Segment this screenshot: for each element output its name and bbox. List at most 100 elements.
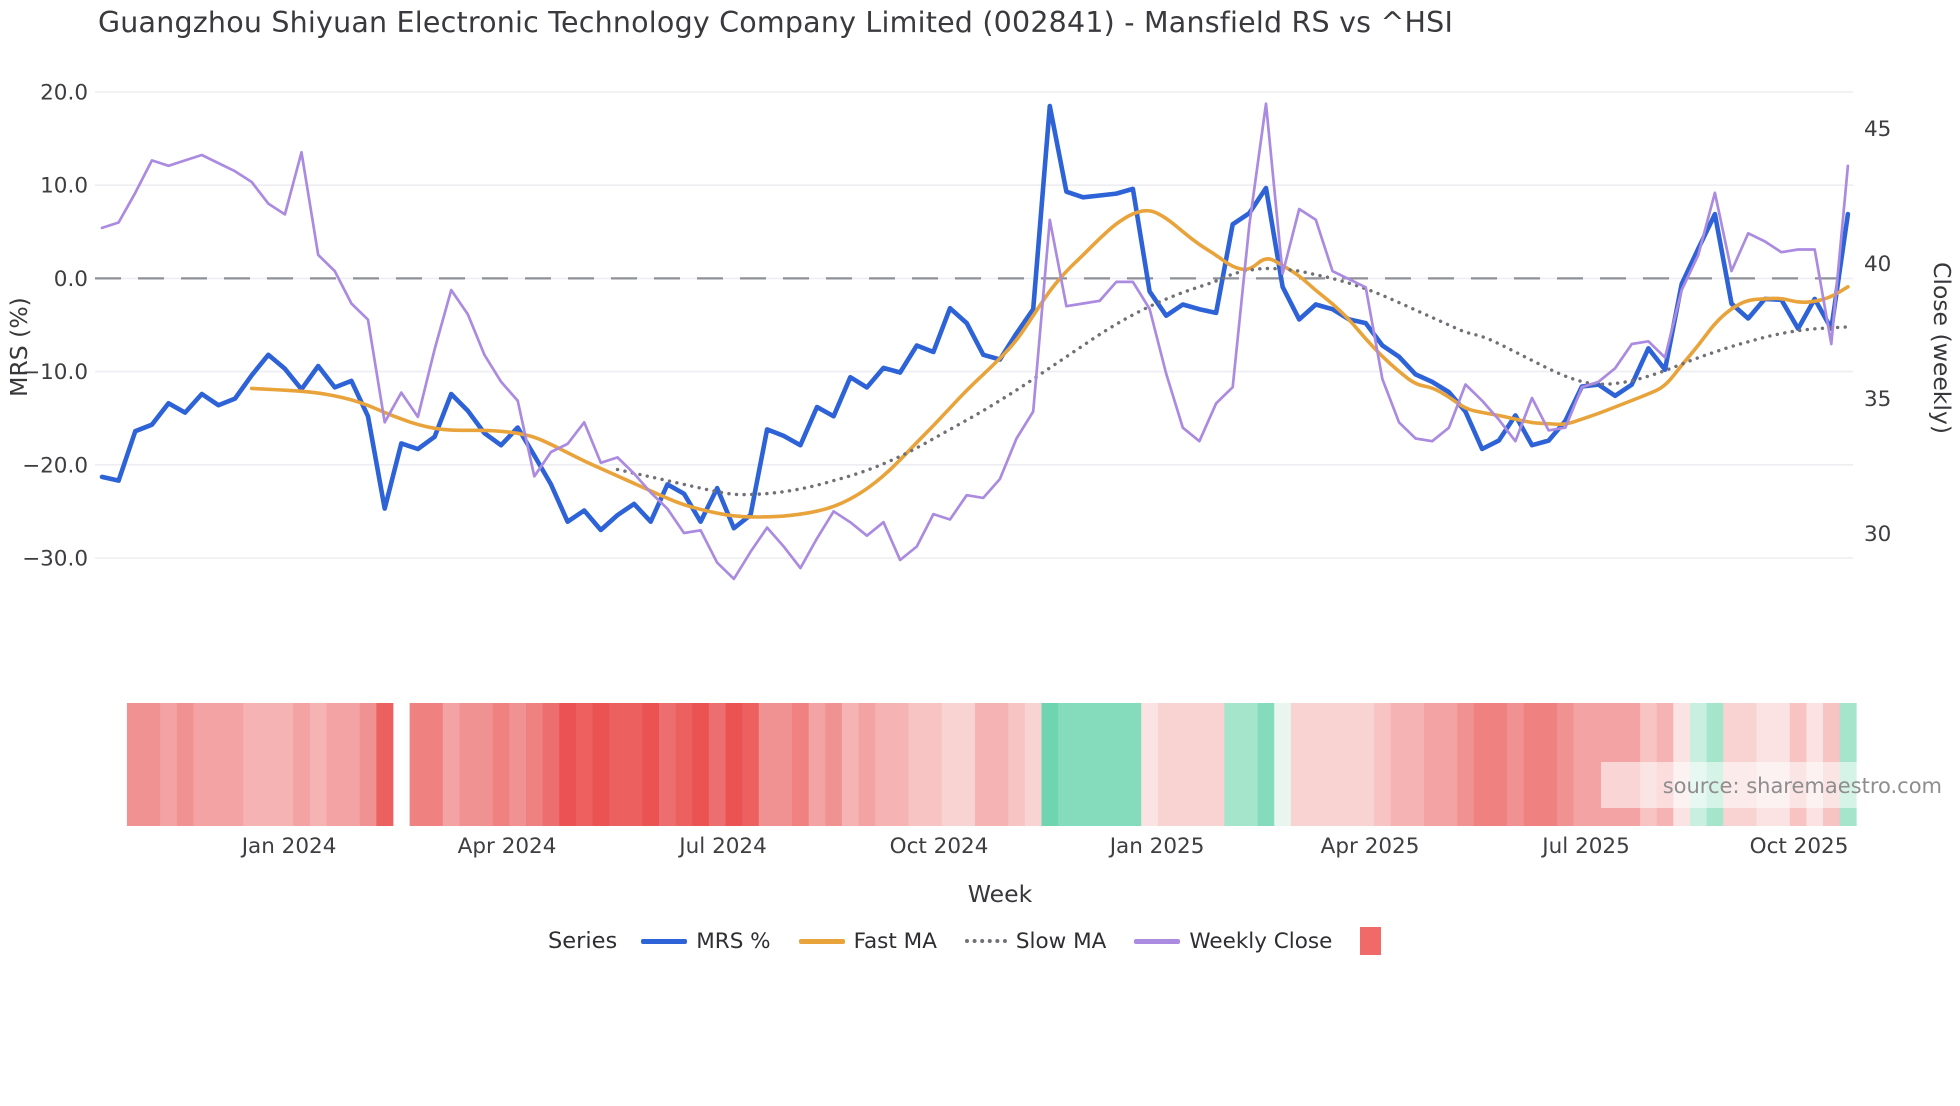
heatmap-bar — [160, 703, 178, 826]
heatmap-bar — [908, 703, 926, 826]
heatmap-bar — [376, 703, 394, 826]
legend-item-heat — [1360, 927, 1382, 955]
heatmap-bar — [459, 703, 477, 826]
heatmap-bar — [941, 703, 959, 826]
heatmap-bar — [775, 703, 793, 826]
heatmap-bar — [1457, 703, 1475, 826]
legend-swatch-heat-icon — [1360, 927, 1382, 955]
x-axis-tick: Jul 2024 — [677, 834, 767, 859]
legend-label-slow: Slow MA — [1015, 928, 1107, 954]
heatmap-bar — [1307, 703, 1325, 826]
right-axis-tick: 35 — [1864, 387, 1891, 412]
heatmap-bar — [426, 703, 444, 826]
heatmap-bar — [259, 703, 277, 826]
heatmap-bar — [1157, 703, 1175, 826]
legend-swatch-slow-icon — [964, 939, 1007, 943]
heatmap-bar — [1008, 703, 1026, 826]
legend-label-close: Weekly Close — [1189, 928, 1333, 954]
heatmap-bar — [1107, 703, 1126, 826]
legend-label-mrs: MRS % — [696, 928, 771, 954]
heatmap-bar — [625, 703, 643, 826]
legend-swatch-fast-icon — [798, 938, 845, 944]
series-line-weekly-close — [100, 102, 1850, 581]
heatmap-bar — [1324, 703, 1342, 826]
heatmap-bar — [1573, 703, 1591, 826]
left-axis-tick: −30.0 — [22, 547, 88, 572]
right-axis-tick: 30 — [1864, 522, 1891, 547]
heatmap-bar — [1141, 703, 1159, 826]
heatmap-bar — [1024, 703, 1042, 826]
heatmap-bar — [1274, 703, 1292, 826]
heatmap-bar — [1540, 703, 1558, 826]
heatmap-bar — [226, 703, 244, 826]
heatmap-bar — [176, 703, 194, 826]
heatmap-bar — [659, 703, 677, 826]
heatmap-bar — [509, 703, 527, 826]
heatmap-bar — [1207, 703, 1225, 826]
heatmap-bar — [276, 703, 294, 826]
heatmap-bar — [675, 703, 693, 826]
heatmap-bar — [609, 703, 627, 826]
heatmap-bar — [841, 703, 859, 826]
legend-item-close: Weekly Close — [1134, 929, 1332, 954]
heatmap-bar — [243, 703, 261, 826]
heatmap-bar — [742, 703, 760, 826]
x-axis-tick: Jan 2025 — [1108, 834, 1205, 859]
chart-title: Guangzhou Shiyuan Electronic Technology … — [98, 6, 1454, 39]
left-axis-tick: 20.0 — [40, 81, 88, 106]
heatmap-bar — [1074, 703, 1092, 826]
heatmap-bar — [526, 703, 544, 826]
right-axis-tick: 40 — [1864, 252, 1891, 277]
heatmap-bar — [592, 703, 610, 826]
heatmap-bar — [1091, 703, 1109, 826]
heatmap-bar — [210, 703, 228, 826]
right-axis-tick: 45 — [1864, 117, 1891, 142]
heatmap-bar — [692, 703, 710, 826]
left-axis-tick: −10.0 — [22, 360, 88, 385]
legend-item-slow: Slow MA — [964, 928, 1107, 954]
left-axis-tick: −20.0 — [22, 453, 88, 478]
heatmap-bar — [1390, 703, 1408, 826]
heatmap-bar — [792, 703, 810, 826]
heatmap-bar — [808, 703, 826, 826]
heatmap-bar — [1340, 703, 1358, 826]
heatmap-bar — [974, 703, 992, 826]
heatmap-bar — [1357, 703, 1375, 826]
heatmap-bar — [492, 703, 510, 826]
heatmap-bar — [1241, 703, 1259, 826]
heatmap-bar — [925, 703, 943, 826]
heatmap-bar — [708, 703, 726, 826]
heatmap-bar — [126, 703, 144, 826]
heatmap-bar — [409, 703, 427, 826]
heatmap-bar — [559, 703, 577, 826]
heatmap-bar — [875, 703, 893, 826]
legend-swatch-mrs-icon — [641, 938, 688, 944]
heatmap-bar — [1058, 703, 1076, 826]
heatmap-bar — [1423, 703, 1441, 826]
heatmap-bar — [359, 703, 377, 826]
heatmap-bar — [1191, 703, 1209, 826]
heatmap-bar — [958, 703, 976, 826]
heatmap-bar — [343, 703, 361, 826]
right-axis-title: Close (weekly) — [1928, 262, 1956, 434]
heatmap-bar — [991, 703, 1009, 826]
left-axis-title: MRS (%) — [5, 297, 33, 397]
heatmap-bar — [1556, 703, 1574, 826]
heatmap-bar — [1490, 703, 1508, 826]
heatmap-bar — [1124, 703, 1142, 826]
heatmap-bar — [143, 703, 161, 826]
source-label: source: sharemaestro.com — [1663, 774, 1942, 798]
heatmap-bar — [858, 703, 876, 826]
legend-item-fast: Fast MA — [798, 929, 937, 954]
x-axis-tick: Oct 2024 — [890, 834, 989, 859]
heatmap-bar — [326, 703, 344, 826]
x-axis-tick: Jul 2025 — [1540, 834, 1630, 859]
heatmap-bar — [1523, 703, 1541, 826]
x-axis-title: Week — [968, 880, 1033, 908]
legend-item-mrs: MRS % — [641, 928, 771, 954]
heatmap-bar — [891, 703, 909, 826]
heatmap-bar — [1473, 703, 1491, 826]
heatmap-bar — [1041, 703, 1059, 826]
